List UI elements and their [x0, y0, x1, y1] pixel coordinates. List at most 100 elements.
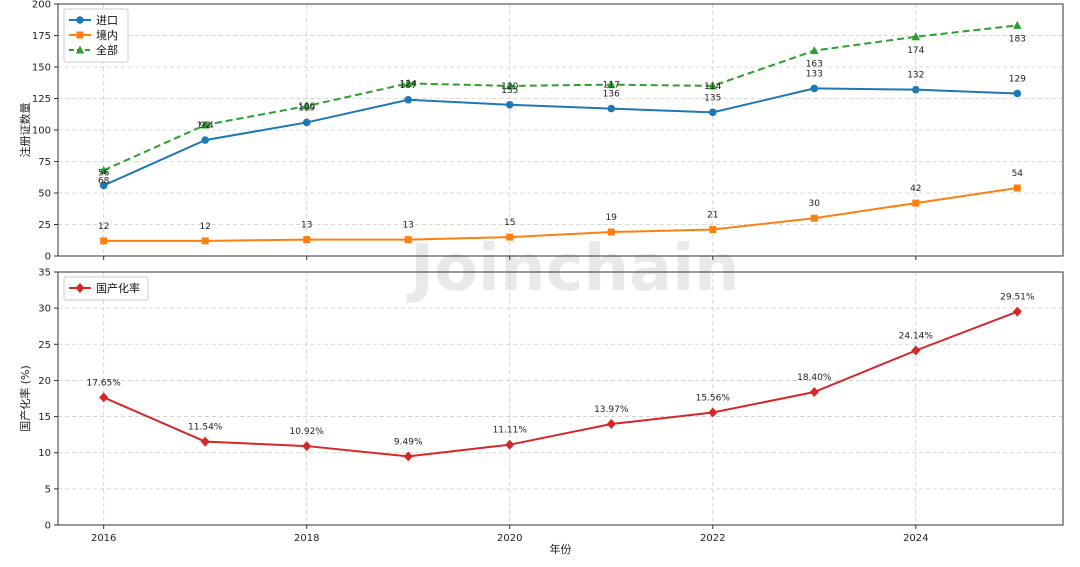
data-point [302, 101, 311, 110]
legend-swatch-marker [75, 283, 85, 293]
data-label: 54 [1012, 169, 1024, 179]
y-tick-label: 15 [38, 412, 51, 423]
data-label: 114 [704, 82, 721, 92]
y-tick-label: 10 [38, 448, 51, 459]
data-point [505, 439, 515, 450]
data-label: 17.65% [87, 378, 122, 388]
data-label: 15 [504, 218, 515, 228]
data-point [912, 199, 920, 207]
y-axis-title: 国产化率 (%) [18, 365, 32, 432]
data-point [403, 451, 413, 462]
y-axis-title: 注册证数量 [18, 103, 32, 158]
watermark-text: Joinchain [406, 232, 739, 306]
data-label: 120 [501, 82, 518, 92]
data-label: 12 [199, 222, 210, 232]
series-line-1 [103, 87, 1018, 187]
data-label: 12 [98, 222, 109, 232]
legend-swatch-marker [76, 16, 84, 24]
legend-swatch-marker [75, 45, 85, 54]
data-label: 24.14% [899, 332, 934, 342]
data-label: 106 [298, 102, 315, 112]
series-line-1 [103, 310, 1018, 458]
data-label: 15.56% [696, 394, 731, 404]
x-tick-label: 2020 [497, 533, 522, 544]
data-point [708, 108, 717, 117]
data-label: 136 [603, 90, 620, 100]
data-label: 183 [1009, 34, 1026, 44]
data-point [404, 95, 413, 104]
data-point [404, 78, 413, 87]
data-point [912, 85, 920, 94]
data-label: 117 [603, 81, 620, 91]
y-tick-label: 175 [32, 31, 51, 42]
y-tick-label: 125 [32, 94, 51, 105]
data-point [505, 101, 514, 109]
data-point [99, 165, 108, 174]
data-label: 129 [1009, 74, 1026, 84]
data-point [810, 84, 819, 93]
x-tick-label: 2022 [700, 533, 725, 544]
data-label: 9.49% [394, 437, 423, 447]
data-point [201, 136, 209, 144]
data-point [506, 233, 514, 241]
y-tick-label: 30 [38, 304, 51, 315]
data-point [200, 120, 210, 129]
y-tick-label: 0 [45, 252, 51, 263]
y-tick-label: 25 [38, 340, 51, 351]
data-label: 42 [910, 184, 921, 194]
data-label: 135 [704, 93, 721, 103]
data-point [809, 386, 819, 397]
data-point [1013, 184, 1021, 192]
y-tick-label: 50 [38, 189, 51, 200]
y-tick-label: 25 [38, 220, 51, 231]
data-point [708, 407, 718, 418]
data-label: 29.51% [1000, 293, 1035, 303]
data-point [201, 237, 209, 245]
chart-panel-1: 0255075100125150175200注册证数量6810411913713… [18, 0, 1064, 263]
series-line-2 [103, 186, 1018, 242]
data-point [708, 81, 717, 90]
data-label: 19 [606, 213, 618, 223]
data-label: 163 [806, 60, 823, 70]
data-point [1013, 20, 1022, 29]
legend-swatch-marker [76, 31, 84, 39]
data-label: 92 [199, 121, 210, 131]
y-tick-label: 0 [45, 521, 51, 532]
x-tick-label: 2018 [294, 533, 319, 544]
data-label: 13 [301, 221, 312, 231]
data-label: 11.11% [493, 426, 528, 436]
x-axis-title: 年份 [550, 542, 572, 556]
legend-label: 国产化率 [96, 281, 140, 295]
data-label: 124 [400, 79, 417, 89]
data-point [911, 32, 921, 41]
data-label: 30 [809, 199, 821, 209]
data-point [810, 46, 819, 55]
data-label: 56 [98, 168, 110, 178]
chart-panel-2: 0 5 10 15 20 25 30 35 2016 2018 2020 2022 2024 国产化率 (… [18, 268, 1064, 556]
data-label: 68 [98, 176, 110, 186]
data-point [606, 419, 616, 430]
legend-label: 境内 [96, 28, 118, 42]
data-point [607, 104, 616, 113]
data-label: 10.92% [290, 427, 325, 437]
data-point [505, 81, 514, 90]
legend-label: 进口 [96, 14, 118, 27]
legend-label: 全部 [96, 43, 118, 57]
data-point [302, 118, 311, 127]
data-label: 133 [806, 69, 823, 79]
data-point [607, 228, 615, 236]
data-point [1013, 89, 1022, 98]
data-label: 11.54% [188, 423, 223, 433]
x-tick-label: 2024 [903, 533, 928, 544]
plot-frame [57, 271, 1064, 526]
data-point [99, 181, 108, 190]
y-tick-label: 20 [38, 376, 51, 387]
data-point [1012, 306, 1022, 317]
data-label: 13 [403, 221, 414, 231]
y-tick-label: 100 [32, 126, 51, 137]
data-point [709, 226, 717, 234]
series-line-3 [103, 24, 1018, 172]
y-tick-label: 75 [38, 157, 51, 168]
